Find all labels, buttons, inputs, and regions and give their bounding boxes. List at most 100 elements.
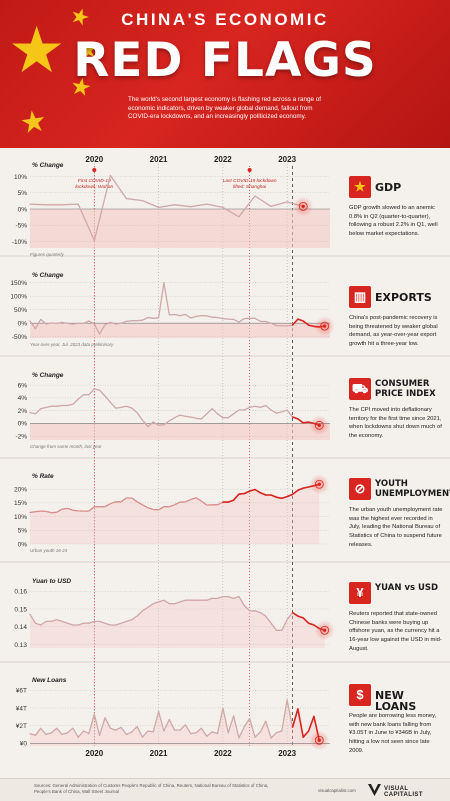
data-point: [206, 735, 208, 737]
data-point: [99, 734, 101, 737]
y-tick-label: 10%: [14, 514, 27, 521]
series-line: [29, 388, 320, 428]
data-point: [222, 206, 224, 208]
end-marker-ring: [320, 625, 330, 635]
covid-end-annotation: lifted: Shanghai: [233, 184, 267, 190]
end-marker-ring: [314, 420, 324, 430]
y-axis-label: Yuan to USD: [32, 578, 71, 585]
data-point: [216, 504, 219, 506]
data-point: [56, 511, 58, 513]
y-tick-label: 0%: [18, 320, 28, 327]
y-tick-label: ¥2T: [16, 723, 27, 730]
y-tick-label: 10%: [14, 174, 27, 181]
chart-note: Change from same month, last year: [30, 444, 102, 449]
data-point: [45, 204, 47, 206]
end-marker-dot: [323, 628, 327, 632]
data-point: [291, 726, 294, 729]
data-point: [61, 508, 63, 510]
covid-end-annotation: Last COVID-19 lockdown: [223, 178, 277, 184]
data-point: [275, 496, 277, 498]
data-point: [34, 328, 37, 330]
data-point: [115, 407, 117, 409]
data-point: [115, 323, 117, 325]
end-marker-dot: [317, 738, 321, 742]
data-point: [125, 620, 127, 622]
end-marker-ring: [314, 735, 324, 745]
data-point: [141, 736, 144, 738]
data-point: [238, 737, 240, 739]
y-axis-label: % Change: [32, 272, 64, 279]
data-point: [254, 317, 256, 319]
data-point: [29, 733, 31, 735]
data-point: [308, 421, 310, 423]
data-point: [265, 320, 267, 323]
data-point: [120, 322, 122, 324]
data-point: [302, 617, 304, 619]
data-point: [56, 619, 58, 621]
footer: Sources: General Administration of Custo…: [0, 778, 450, 801]
data-point: [120, 622, 122, 624]
data-point: [131, 731, 133, 733]
data-point: [286, 201, 288, 203]
shopping-cart-icon: ⛟: [349, 378, 371, 400]
covid-start-dot: [92, 168, 97, 172]
indicator-description: The urban youth unemployment rate was th…: [349, 507, 443, 548]
data-point: [152, 508, 154, 511]
data-point: [77, 624, 79, 626]
data-point: [56, 727, 58, 729]
y-tick-label: 0.15: [14, 606, 27, 613]
data-point: [152, 731, 154, 733]
year-label-top: 2021: [150, 155, 168, 164]
indicator-heading: NEW LOANS: [375, 689, 417, 713]
data-point: [222, 501, 224, 503]
series-line: [29, 595, 325, 631]
yuan-dollar-icon: ¥: [349, 582, 371, 604]
end-marker-ring: [314, 479, 324, 489]
data-point: [61, 204, 63, 206]
data-point: [50, 512, 53, 514]
data-point: [249, 490, 251, 492]
data-point: [270, 494, 272, 496]
data-point: [174, 417, 176, 419]
data-point: [297, 615, 299, 617]
data-point: [99, 620, 101, 622]
y-axis-label: New Loans: [32, 677, 67, 684]
data-point: [254, 610, 256, 612]
data-point: [190, 206, 192, 208]
data-point: [195, 497, 197, 499]
data-point: [50, 620, 53, 622]
data-point: [190, 317, 192, 319]
charts-area: 2020 2020 2021 2021 2022 2022 2023 2023 First CO…: [0, 155, 450, 758]
data-point: [88, 733, 90, 735]
covid-start-annotation: lockdown: Wuhan: [75, 184, 113, 190]
y-tick-label: 2%: [18, 408, 28, 415]
data-point: [249, 718, 251, 720]
data-point: [254, 736, 256, 738]
data-point: [281, 497, 283, 499]
year-label-top: 2022: [214, 155, 232, 164]
data-point: [238, 409, 240, 411]
data-point: [104, 622, 106, 624]
data-point: [302, 320, 304, 322]
website-link[interactable]: visualcapitalist.com: [318, 788, 356, 793]
data-point: [115, 624, 117, 626]
data-point: [61, 620, 63, 622]
visual-capitalist-logo-icon: [368, 784, 381, 796]
data-point: [270, 622, 272, 624]
data-point: [174, 313, 176, 316]
end-marker-dot: [323, 324, 327, 328]
y-tick-label: 6%: [18, 382, 28, 389]
negative-zone: [30, 209, 330, 248]
data-point: [211, 316, 213, 318]
data-point: [147, 426, 149, 428]
data-point: [190, 733, 192, 735]
data-point: [227, 417, 229, 419]
data-point: [99, 389, 101, 391]
data-point: [29, 320, 31, 322]
chart-note: Figures quarterly: [30, 252, 65, 257]
indicator-description: GDP growth slowed to an anemic 0.8% in Q…: [349, 205, 438, 238]
data-point: [56, 322, 58, 324]
covid-end-dot: [247, 168, 252, 172]
data-point: [227, 501, 229, 503]
data-point: [195, 417, 197, 419]
